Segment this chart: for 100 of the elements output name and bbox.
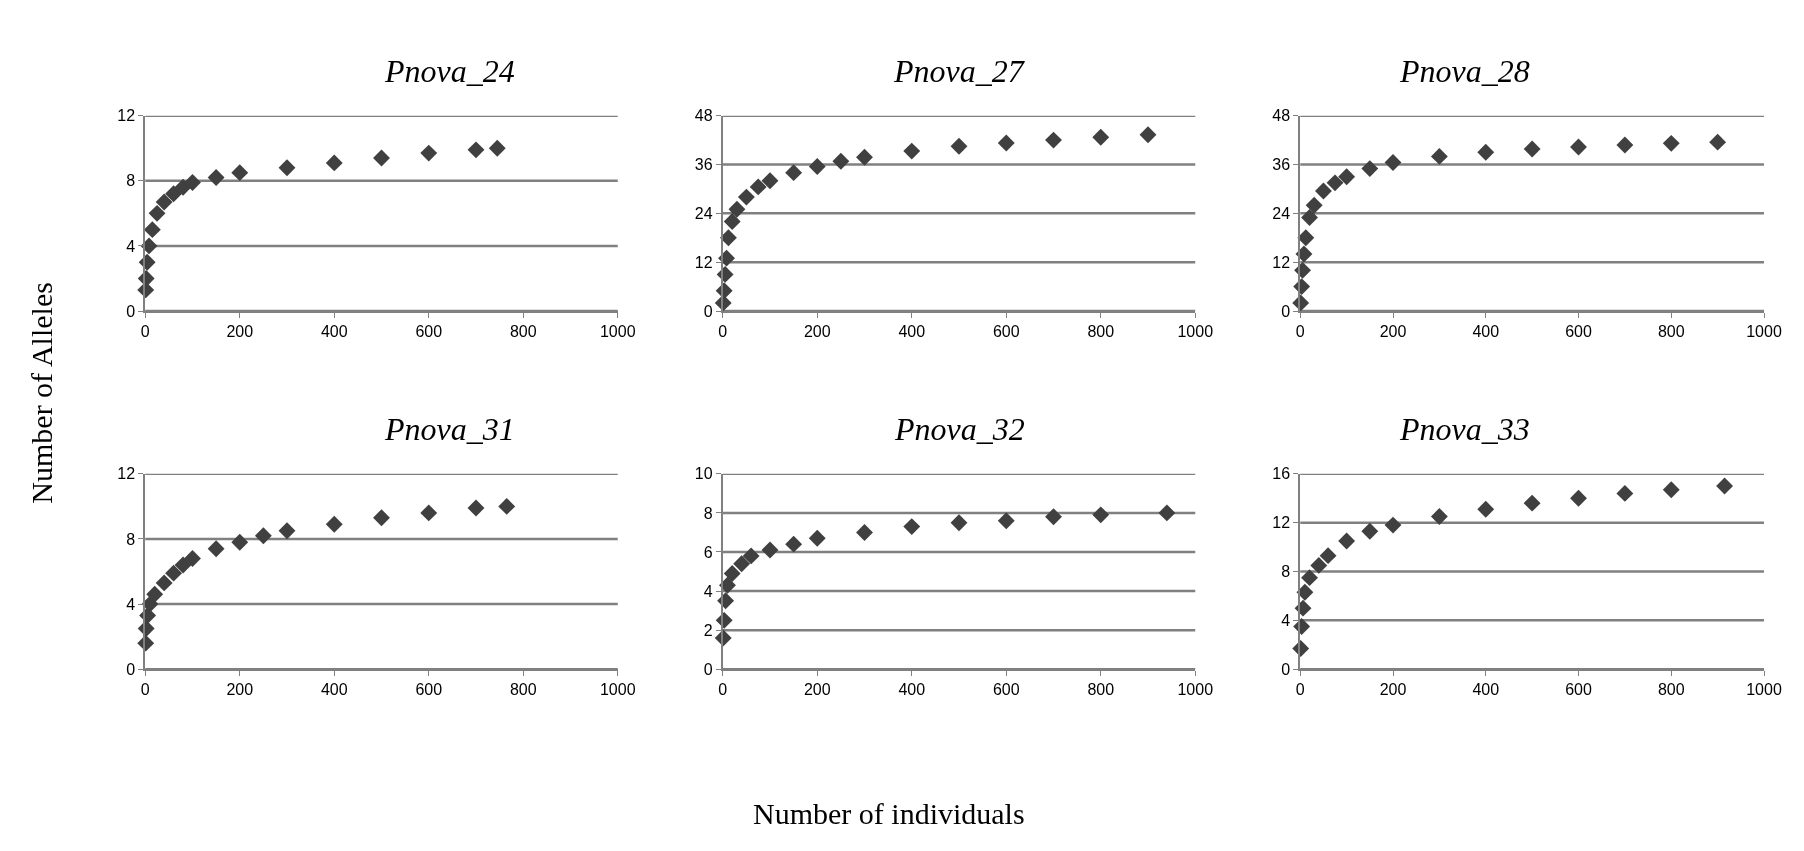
x-tick-label: 0 (1295, 323, 1305, 341)
point (325, 515, 343, 533)
y-tick-label: 24 (694, 204, 713, 222)
point (165, 564, 183, 582)
x-tick-label: 0 (140, 681, 150, 699)
point (155, 193, 173, 211)
x-tick-label: 600 (992, 681, 1020, 699)
point (723, 565, 741, 582)
point (1716, 477, 1734, 495)
point (148, 204, 166, 222)
x-tick-label: 800 (1657, 323, 1685, 341)
y-tick-label: 0 (1281, 302, 1291, 320)
point (1361, 522, 1379, 540)
point (1092, 128, 1110, 146)
point (950, 137, 968, 155)
point (903, 142, 921, 160)
point (1319, 547, 1337, 565)
point (1310, 556, 1328, 574)
x-tick-label: 200 (803, 323, 831, 341)
point (420, 504, 438, 522)
point (761, 541, 779, 559)
y-tick-label: 8 (126, 530, 136, 548)
y-tick-label: 10 (694, 465, 713, 483)
x-tick-label: 0 (718, 681, 728, 699)
point (1326, 174, 1344, 192)
point (231, 533, 249, 551)
point (1139, 126, 1157, 144)
point (1430, 147, 1448, 165)
point (723, 213, 741, 230)
point (1616, 484, 1634, 502)
point (1523, 494, 1541, 512)
y-tick-label: 6 (703, 543, 713, 561)
x-tick-label: 600 (1565, 323, 1592, 341)
point (737, 188, 755, 206)
point (146, 585, 164, 603)
x-tick-label: 400 (320, 323, 348, 341)
point (719, 576, 736, 594)
y-axis-title: Number of Alleles (24, 282, 58, 504)
chart-title: Pnova_33 (1399, 411, 1530, 447)
point (1045, 131, 1062, 149)
point (207, 169, 225, 186)
point (1570, 489, 1587, 507)
point (174, 556, 192, 574)
point (785, 535, 803, 553)
point (498, 497, 516, 515)
x-tick-label: 400 (1472, 323, 1500, 341)
y-tick-label: 0 (703, 660, 713, 678)
point (1662, 134, 1680, 152)
x-tick-label: 1000 (599, 323, 636, 341)
chart-title: Pnova_27 (893, 53, 1026, 89)
y-tick-label: 0 (126, 302, 136, 320)
point (1523, 140, 1541, 158)
x-tick-label: 400 (1472, 681, 1500, 699)
x-tick-label: 800 (1657, 681, 1685, 699)
point (1338, 168, 1356, 186)
y-tick-label: 4 (126, 595, 136, 613)
y-tick-label: 16 (1272, 465, 1291, 483)
y-tick-label: 8 (1281, 563, 1291, 581)
y-tick-label: 4 (703, 582, 713, 600)
point (1477, 143, 1495, 161)
chart-title: Pnova_31 (384, 411, 515, 447)
y-tick-label: 12 (117, 107, 136, 125)
point (742, 547, 760, 565)
y-tick-label: 48 (694, 107, 713, 125)
point (733, 555, 751, 573)
point (1384, 154, 1402, 171)
point (1301, 208, 1318, 226)
y-tick-label: 4 (1281, 611, 1291, 629)
point (749, 178, 767, 196)
point (165, 185, 183, 203)
point (1570, 138, 1587, 156)
x-tick-label: 0 (1295, 681, 1305, 699)
point (1477, 500, 1495, 518)
y-tick-label: 12 (117, 465, 136, 483)
point (143, 221, 161, 239)
x-tick-label: 200 (1379, 681, 1407, 699)
y-tick-label: 12 (1272, 514, 1291, 532)
chart-title: Pnova_24 (384, 53, 515, 89)
point (761, 172, 779, 190)
x-tick-label: 200 (226, 323, 254, 341)
x-tick-label: 800 (509, 323, 537, 341)
point (184, 550, 201, 567)
point (420, 144, 438, 162)
point (832, 152, 850, 170)
x-tick-label: 800 (509, 681, 537, 699)
y-tick-label: 8 (703, 504, 713, 522)
point (373, 509, 390, 527)
point (325, 154, 343, 172)
point (719, 229, 737, 247)
point (1314, 182, 1332, 200)
point (1430, 508, 1448, 526)
x-tick-label: 0 (718, 323, 728, 341)
point (808, 158, 826, 175)
point (1158, 504, 1176, 522)
point (997, 512, 1015, 530)
x-tick-label: 1000 (1746, 681, 1782, 699)
point (1295, 245, 1313, 263)
point (1361, 160, 1379, 178)
x-tick-label: 1000 (1177, 681, 1214, 699)
y-tick-label: 24 (1272, 204, 1291, 222)
